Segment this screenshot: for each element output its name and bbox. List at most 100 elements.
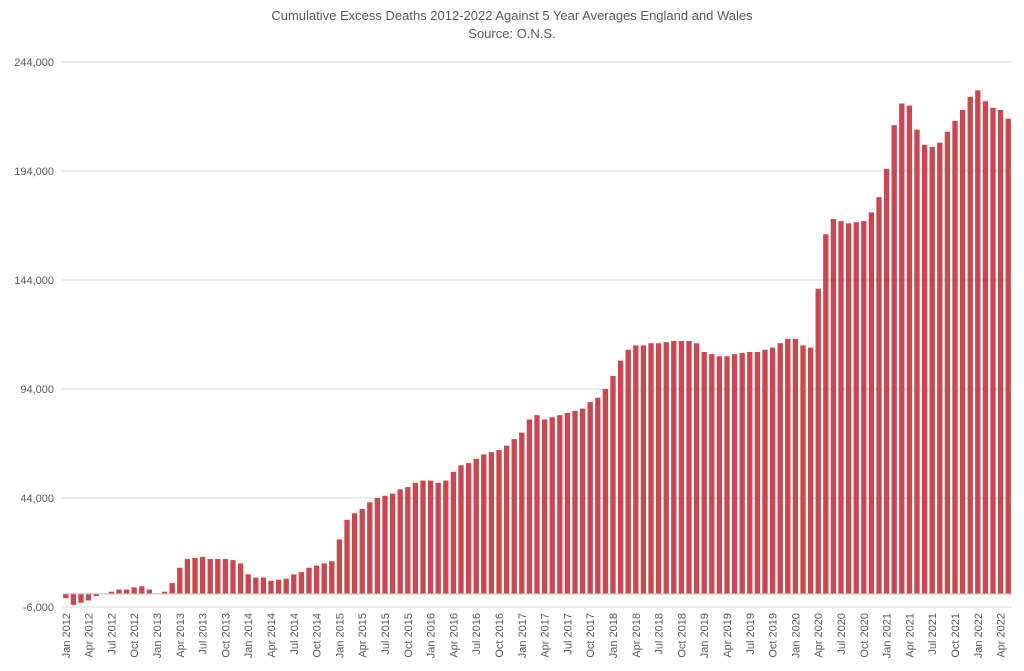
bar bbox=[85, 593, 92, 601]
bar bbox=[921, 144, 928, 594]
bar bbox=[275, 579, 282, 594]
x-tick-label: Jul 2016 bbox=[471, 613, 483, 655]
bar bbox=[1005, 118, 1011, 594]
bar bbox=[488, 452, 495, 594]
bar bbox=[473, 458, 479, 594]
bar bbox=[587, 402, 593, 594]
x-tick-label: Jan 2022 bbox=[973, 613, 985, 658]
y-tick-label: -6,000 bbox=[23, 602, 54, 614]
bar bbox=[245, 574, 251, 594]
bar bbox=[792, 338, 799, 594]
x-tick-label: Jan 2020 bbox=[790, 613, 802, 658]
bar bbox=[929, 147, 935, 594]
bar bbox=[93, 593, 99, 597]
x-tick-label: Apr 2020 bbox=[813, 613, 825, 658]
bar bbox=[906, 105, 913, 594]
bar bbox=[78, 593, 84, 603]
x-tick-label: Jul 2018 bbox=[654, 613, 666, 655]
bar bbox=[321, 563, 327, 594]
bar bbox=[754, 351, 761, 594]
bar bbox=[313, 565, 320, 594]
x-tick-label: Jan 2013 bbox=[152, 613, 164, 658]
bar bbox=[709, 354, 715, 594]
bar bbox=[731, 354, 738, 594]
bar bbox=[329, 561, 335, 594]
x-tick-label: Apr 2022 bbox=[996, 613, 1008, 658]
y-tick-label: 144,000 bbox=[14, 275, 54, 287]
bar bbox=[351, 513, 358, 594]
bar bbox=[359, 508, 365, 594]
x-tick-label: Jan 2021 bbox=[882, 613, 894, 658]
bar bbox=[146, 589, 153, 594]
bar bbox=[139, 586, 145, 594]
x-tick-label: Oct 2020 bbox=[859, 613, 871, 658]
bar bbox=[861, 221, 867, 594]
bar bbox=[686, 341, 692, 594]
bar bbox=[967, 96, 973, 594]
bar bbox=[184, 559, 191, 594]
bar bbox=[161, 591, 168, 594]
bar bbox=[838, 221, 844, 594]
x-tick-label: Oct 2018 bbox=[676, 613, 688, 658]
bar bbox=[123, 589, 130, 594]
bar bbox=[427, 480, 434, 594]
bar bbox=[716, 356, 723, 594]
bar bbox=[268, 580, 274, 594]
bar bbox=[602, 389, 609, 594]
bar bbox=[557, 415, 563, 594]
bar bbox=[435, 482, 441, 594]
bar bbox=[724, 356, 730, 594]
x-tick-label: Jul 2020 bbox=[836, 613, 848, 655]
bar bbox=[260, 577, 267, 594]
bar bbox=[549, 417, 555, 594]
bar bbox=[663, 342, 669, 594]
bar bbox=[823, 234, 829, 594]
bar bbox=[367, 502, 373, 594]
y-tick-label: 94,000 bbox=[20, 384, 54, 396]
bar bbox=[853, 222, 859, 594]
bar bbox=[199, 556, 206, 594]
x-tick-label: Oct 2019 bbox=[768, 613, 780, 658]
bar bbox=[374, 498, 381, 594]
x-tick-label: Apr 2016 bbox=[448, 613, 460, 658]
bar bbox=[830, 218, 837, 594]
bar bbox=[503, 445, 510, 594]
y-tick-label: 244,000 bbox=[14, 57, 54, 69]
x-tick-label: Oct 2021 bbox=[950, 613, 962, 658]
x-tick-label: Jan 2016 bbox=[426, 613, 438, 658]
bar bbox=[405, 487, 411, 594]
x-tick-label: Jul 2015 bbox=[380, 613, 392, 655]
x-tick-label: Apr 2021 bbox=[904, 613, 916, 658]
bar bbox=[283, 578, 289, 594]
bar bbox=[519, 432, 525, 594]
chart-subtitle: Source: O.N.S. bbox=[468, 26, 555, 41]
bar bbox=[845, 223, 852, 594]
x-tick-label: Jul 2012 bbox=[106, 613, 118, 655]
bar bbox=[443, 480, 449, 594]
bar bbox=[237, 563, 244, 594]
x-tick-label: Oct 2012 bbox=[129, 613, 141, 658]
bar bbox=[678, 341, 685, 594]
bar bbox=[959, 109, 966, 594]
bar bbox=[800, 345, 806, 594]
x-tick-label: Jul 2014 bbox=[289, 613, 301, 655]
bar bbox=[412, 482, 419, 594]
x-tick-label: Jan 2019 bbox=[699, 613, 711, 658]
bar bbox=[306, 567, 312, 594]
bar bbox=[382, 495, 388, 594]
x-tick-label: Apr 2012 bbox=[84, 613, 96, 658]
bar bbox=[739, 353, 745, 594]
bar bbox=[595, 397, 601, 594]
x-tick-label: Oct 2017 bbox=[585, 613, 597, 658]
bar bbox=[952, 120, 958, 594]
bar bbox=[511, 439, 517, 594]
bar bbox=[914, 129, 920, 594]
bar bbox=[458, 465, 464, 594]
bar bbox=[762, 349, 768, 594]
x-tick-label: Apr 2017 bbox=[540, 613, 552, 658]
bar bbox=[450, 471, 457, 594]
bar bbox=[769, 347, 776, 594]
x-tick-label: Apr 2013 bbox=[175, 613, 187, 658]
bar bbox=[336, 539, 343, 594]
bar bbox=[465, 463, 472, 594]
